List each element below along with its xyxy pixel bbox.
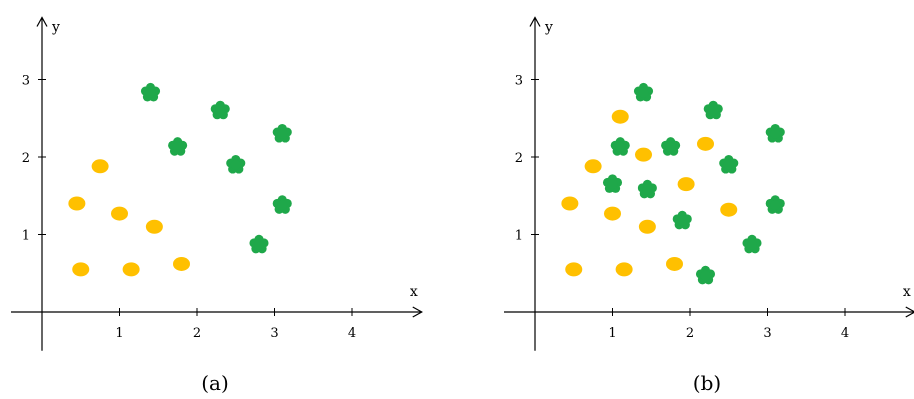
- yellow-ellipse-point: [561, 196, 579, 211]
- green-flower-point: [226, 154, 246, 174]
- x-axis-arrow: [412, 306, 423, 318]
- green-flower-point: [661, 137, 681, 156]
- x-tick-label: 3: [270, 326, 278, 341]
- yellow-ellipse-point: [72, 262, 90, 277]
- y-tick-label: 2: [22, 151, 30, 166]
- green-flower-point: [695, 265, 716, 285]
- green-flower-point: [610, 137, 630, 156]
- x-tick-label: 1: [115, 326, 123, 341]
- green-flower-point: [765, 123, 785, 143]
- y-tick-label: 3: [515, 74, 523, 89]
- x-tick-label: 1: [608, 326, 616, 341]
- yellow-ellipse-point: [91, 159, 109, 174]
- green-flower-point: [637, 179, 657, 199]
- chart-panel-a: x y 1 2 3 4 1 2 3 (a): [11, 16, 423, 395]
- yellow-ellipse-point: [584, 159, 602, 174]
- y-tick-label: 2: [515, 151, 523, 166]
- yellow-ellipse-point: [615, 262, 633, 277]
- green-flower-point: [633, 82, 654, 102]
- yellow-ellipse-point: [611, 109, 629, 124]
- x-axis-arrow: [905, 306, 914, 318]
- yellow-ellipse-point: [697, 136, 714, 151]
- x-axis-label: x: [410, 284, 418, 300]
- yellow-ellipse-point: [565, 262, 583, 277]
- x-tick-label: 3: [763, 326, 771, 341]
- green-flower-point: [249, 234, 269, 254]
- yellow-ellipse-point: [677, 177, 695, 192]
- green-flower-point: [672, 210, 692, 230]
- y-axis-label: y: [51, 20, 60, 36]
- chart-panel-b: x y 1 2 3 4 1 2 3 (b): [504, 16, 914, 395]
- green-flower-point: [719, 154, 739, 174]
- chart-caption: (b): [693, 371, 721, 395]
- y-tick-label: 3: [22, 74, 30, 89]
- yellow-ellipse-point: [666, 256, 683, 271]
- yellow-ellipse-point: [68, 196, 86, 211]
- x-axis-label: x: [903, 284, 911, 300]
- green-flower-point: [272, 195, 292, 214]
- yellow-ellipse-point: [111, 206, 128, 221]
- green-flower-point: [703, 100, 723, 120]
- yellow-ellipse-point: [638, 219, 656, 234]
- x-tick-label: 4: [348, 326, 356, 341]
- yellow-ellipse-point: [145, 219, 163, 234]
- y-tick-label: 1: [22, 229, 30, 244]
- yellow-ellipse-point: [720, 202, 738, 217]
- green-flower-point: [602, 174, 623, 193]
- green-flower-point: [765, 195, 785, 214]
- y-axis-arrow: [36, 16, 48, 27]
- green-flower-point: [742, 234, 762, 254]
- y-axis-arrow: [529, 16, 541, 27]
- x-tick-label: 2: [686, 326, 694, 341]
- green-flower-point: [210, 100, 230, 120]
- chart-caption: (a): [201, 371, 229, 395]
- yellow-ellipse-point: [122, 262, 140, 277]
- yellow-ellipse-point: [173, 256, 190, 271]
- x-tick-label: 2: [193, 326, 201, 341]
- x-tick-label: 4: [841, 326, 849, 341]
- green-flower-point: [272, 123, 292, 143]
- yellow-ellipse-point: [604, 206, 621, 221]
- y-axis-label: y: [544, 20, 553, 36]
- y-tick-label: 1: [515, 229, 523, 244]
- green-flower-point: [168, 137, 188, 156]
- green-flower-point: [140, 82, 161, 102]
- yellow-ellipse-point: [635, 147, 652, 162]
